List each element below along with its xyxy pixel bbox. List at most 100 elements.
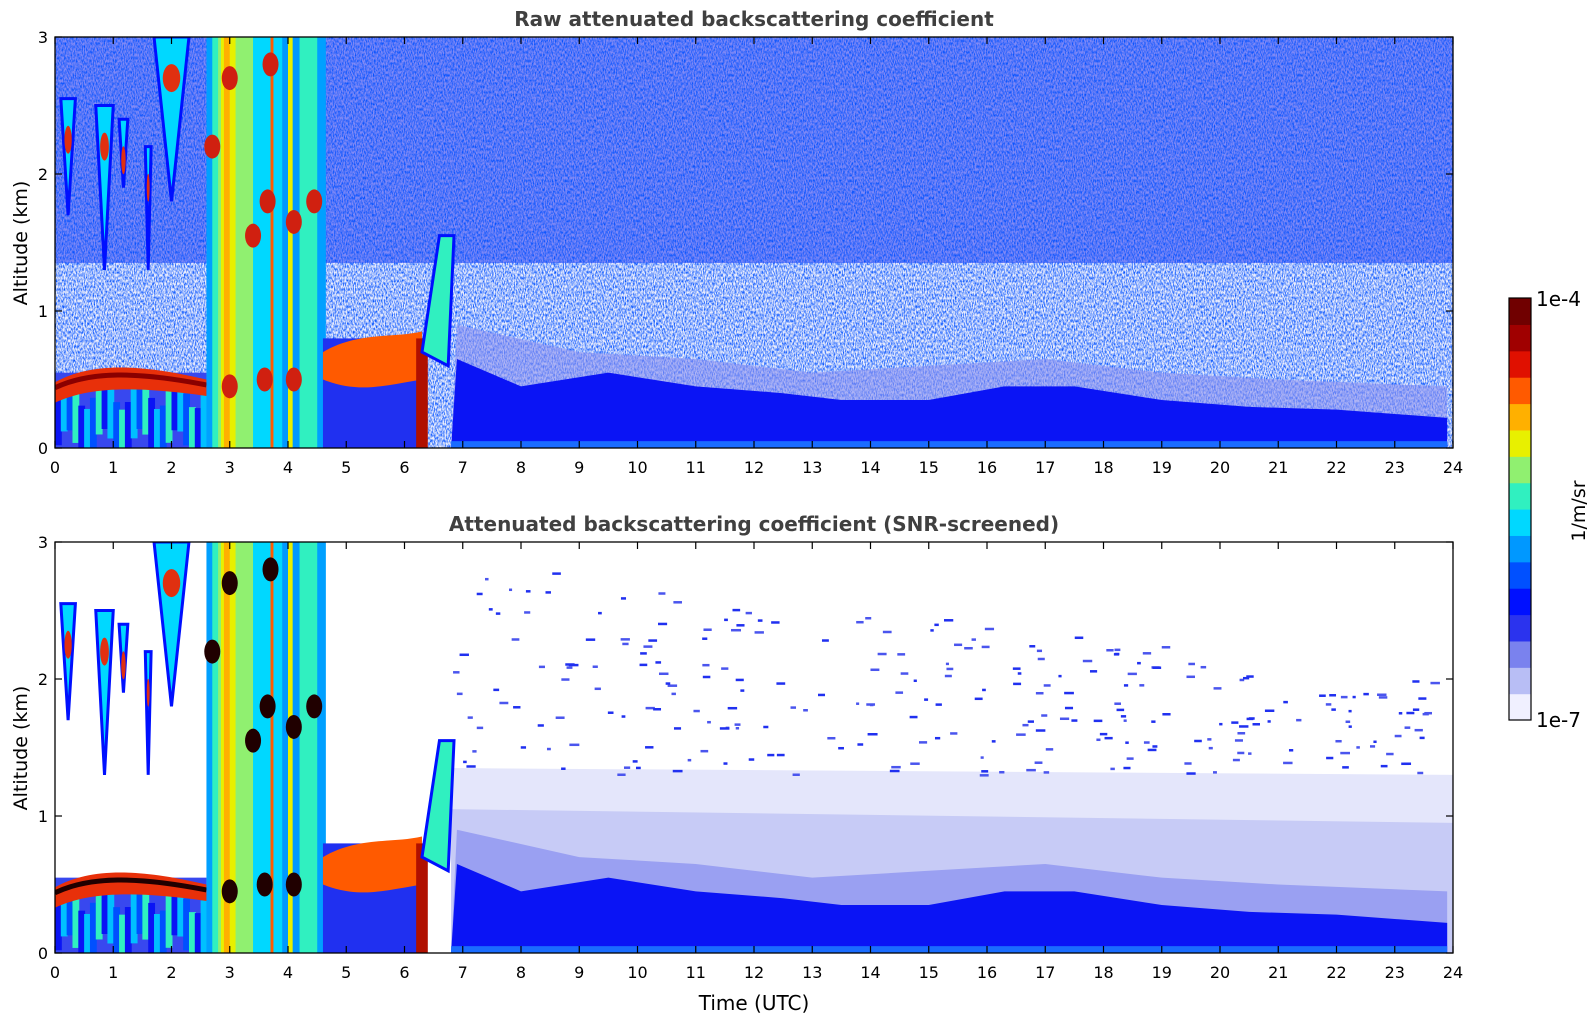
speckle — [513, 706, 521, 709]
low-cloud-column — [84, 913, 91, 953]
colorbar-band — [1509, 350, 1531, 378]
speckle — [1422, 712, 1429, 716]
high-cloud-core — [162, 569, 181, 598]
low-cloud-column — [72, 390, 80, 443]
x-tick-label: 12 — [744, 458, 764, 477]
speckle — [621, 715, 626, 718]
high-cloud-core — [146, 678, 150, 707]
speckle — [1137, 661, 1141, 665]
speckle — [632, 760, 638, 763]
speckle — [857, 743, 864, 746]
low-cloud-column — [78, 910, 86, 953]
low-cloud-column — [107, 891, 115, 944]
low-cloud-column — [55, 898, 62, 951]
speckle — [555, 716, 565, 719]
y-tick-label: 2 — [38, 165, 48, 184]
speckle — [721, 667, 729, 670]
speckle — [1348, 709, 1352, 713]
y-axis-label: Altitude (km) — [10, 181, 32, 306]
x-tick-label: 7 — [458, 458, 468, 477]
low-cloud-column — [165, 895, 173, 948]
speckle — [954, 643, 963, 647]
speckle — [607, 711, 614, 714]
speckle — [1013, 682, 1022, 686]
speckle — [1340, 751, 1350, 755]
speckle — [537, 724, 544, 727]
speckle — [1074, 636, 1084, 640]
speckle — [620, 638, 630, 641]
speckle — [673, 727, 682, 730]
speckle — [1106, 648, 1114, 652]
speckle — [889, 769, 900, 773]
precipitation-band — [270, 542, 274, 953]
speckle — [1114, 702, 1121, 705]
x-tick-label: 5 — [341, 963, 351, 982]
x-tick-label: 24 — [1443, 458, 1463, 477]
x-tick-label: 1 — [108, 963, 118, 982]
speckle — [1398, 712, 1403, 715]
speckle — [1029, 645, 1036, 648]
speckle — [1246, 675, 1254, 678]
low-cloud-column — [89, 902, 97, 953]
speckle — [635, 766, 641, 770]
speckle — [732, 608, 741, 612]
speckle — [1319, 694, 1326, 697]
speckle — [693, 709, 700, 713]
speckle — [1373, 740, 1377, 744]
high-cloud-streak — [59, 602, 77, 721]
speckle — [525, 590, 531, 593]
colorbar-bands — [1509, 298, 1531, 721]
x-tick-label: 2 — [166, 963, 176, 982]
speckle — [702, 675, 711, 679]
speckle — [867, 733, 878, 736]
speckle — [930, 629, 934, 632]
speckle — [1139, 684, 1145, 687]
speckle — [552, 572, 561, 575]
speckle — [870, 668, 880, 672]
low-cloud-column — [113, 907, 121, 953]
speckle — [1414, 728, 1423, 732]
colorbar-band — [1509, 456, 1531, 484]
speckle — [672, 769, 683, 773]
speckle — [1064, 706, 1074, 710]
speckle — [790, 706, 797, 709]
speckle — [1126, 757, 1134, 760]
high-cloud-core — [100, 637, 109, 666]
x-tick-label: 6 — [399, 458, 409, 477]
speckle — [1283, 761, 1293, 765]
speckle — [1264, 709, 1275, 713]
x-tick-label: 8 — [516, 963, 526, 982]
low-cloud-column — [78, 405, 86, 448]
x-tick-label: 12 — [744, 963, 764, 982]
speckle — [645, 746, 654, 749]
x-tick-label: 23 — [1385, 963, 1405, 982]
speckle — [882, 630, 892, 634]
speckle — [1283, 700, 1288, 704]
speckle — [946, 667, 954, 671]
speckle — [1089, 670, 1098, 673]
mid-cloud-core — [322, 331, 422, 388]
speckle — [767, 753, 775, 757]
low-cloud-column — [66, 378, 74, 431]
low-cloud-column — [177, 379, 185, 432]
speckle — [918, 741, 928, 744]
speckle — [545, 591, 551, 594]
x-tick-label: 19 — [1152, 458, 1172, 477]
low-cloud-column — [177, 884, 185, 937]
low-cloud-column — [95, 887, 103, 940]
speckle — [1401, 762, 1409, 766]
y-tick-label: 3 — [38, 28, 48, 47]
speckle — [1356, 746, 1360, 749]
speckle — [617, 773, 626, 776]
speckle — [1340, 695, 1348, 699]
x-tick-label: 20 — [1210, 458, 1230, 477]
speckle — [913, 679, 917, 683]
low-cloud-column — [154, 914, 161, 953]
rising-cloud — [420, 234, 456, 369]
low-cloud-column — [148, 397, 156, 448]
speckle — [658, 592, 666, 595]
speckle — [827, 736, 836, 740]
speckle — [1248, 752, 1252, 755]
speckle — [727, 706, 738, 710]
speckle — [1406, 711, 1415, 715]
